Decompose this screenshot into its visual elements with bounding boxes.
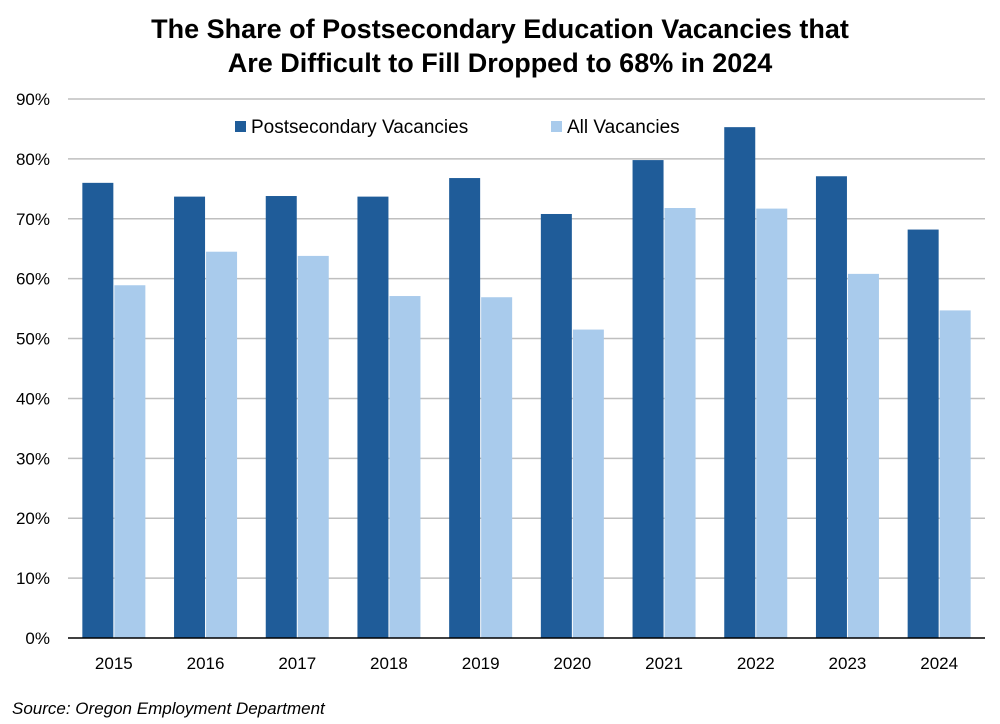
x-tick-label: 2020 <box>553 654 591 673</box>
x-tick-label: 2023 <box>829 654 867 673</box>
bar-all-vacancies-2018 <box>389 296 421 638</box>
x-tick-label: 2018 <box>370 654 408 673</box>
bar-all-vacancies-2020 <box>572 329 604 638</box>
x-tick-label: 2024 <box>920 654 958 673</box>
legend-swatch-0 <box>235 121 246 132</box>
y-tick-label: 70% <box>16 210 50 229</box>
y-tick-label: 0% <box>25 629 50 648</box>
bar-postsecondary-vacancies-2017 <box>265 196 297 638</box>
legend-swatch-1 <box>551 121 562 132</box>
bar-postsecondary-vacancies-2023 <box>815 176 847 639</box>
y-tick-label: 40% <box>16 389 50 408</box>
bar-postsecondary-vacancies-2016 <box>174 196 206 638</box>
bar-postsecondary-vacancies-2018 <box>357 196 389 638</box>
chart-title: The Share of Postsecondary Education Vac… <box>0 12 1000 80</box>
source-note: Source: Oregon Employment Department <box>12 699 325 718</box>
y-axis: 0% 10% 20% 30% 40% 50% 60% 70% 80% 90% <box>16 90 50 648</box>
y-tick-label: 50% <box>16 330 50 349</box>
x-tick-label: 2019 <box>462 654 500 673</box>
bar-all-vacancies-2015 <box>114 285 146 638</box>
x-tick-label: 2015 <box>95 654 133 673</box>
bar-postsecondary-vacancies-2022 <box>724 127 756 639</box>
bar-postsecondary-vacancies-2015 <box>82 182 114 638</box>
y-tick-label: 10% <box>16 569 50 588</box>
bar-postsecondary-vacancies-2019 <box>449 178 481 638</box>
chart-title-line-1: The Share of Postsecondary Education Vac… <box>151 14 849 44</box>
legend-label-1: All Vacancies <box>567 117 680 138</box>
bar-all-vacancies-2023 <box>847 273 879 638</box>
chart-title-line-2: Are Difficult to Fill Dropped to 68% in … <box>227 48 773 78</box>
bar-all-vacancies-2021 <box>664 207 696 638</box>
bar-all-vacancies-2024 <box>939 310 971 638</box>
x-axis: 2015 2016 2017 2018 2019 2020 2021 2022 2023 2024 <box>68 637 985 673</box>
y-tick-label: 80% <box>16 150 50 169</box>
y-tick-label: 30% <box>16 449 50 468</box>
bar-all-vacancies-2017 <box>297 255 329 639</box>
bars <box>82 127 971 639</box>
bar-all-vacancies-2016 <box>206 251 238 638</box>
bar-postsecondary-vacancies-2020 <box>540 213 572 638</box>
y-tick-label: 20% <box>16 509 50 528</box>
bar-postsecondary-vacancies-2021 <box>632 160 664 638</box>
bar-all-vacancies-2019 <box>481 297 513 638</box>
y-tick-label: 60% <box>16 270 50 289</box>
x-tick-label: 2021 <box>645 654 683 673</box>
x-tick-label: 2016 <box>187 654 225 673</box>
bar-all-vacancies-2022 <box>756 208 788 638</box>
y-tick-label: 90% <box>16 90 50 109</box>
legend: Postsecondary Vacancies All Vacancies <box>235 117 680 138</box>
legend-label-0: Postsecondary Vacancies <box>251 117 468 138</box>
x-tick-label: 2022 <box>737 654 775 673</box>
bar-postsecondary-vacancies-2024 <box>907 229 939 638</box>
x-tick-label: 2017 <box>278 654 316 673</box>
gridlines <box>68 98 985 579</box>
